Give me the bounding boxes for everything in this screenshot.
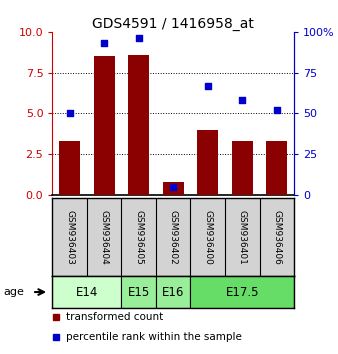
Point (101, 40, 107, 46)
Text: GSM936406: GSM936406 (272, 210, 281, 265)
Text: GSM936404: GSM936404 (100, 210, 109, 264)
Point (67, 110, 72, 116)
Text: GSM936400: GSM936400 (203, 210, 212, 265)
Point (171, 184, 176, 189)
Bar (52, 276, 121, 308)
Bar (94, 56, 115, 195)
Text: transformed count: transformed count (66, 312, 163, 322)
Bar (197, 130, 218, 195)
Text: GSM936405: GSM936405 (134, 210, 143, 265)
Title: GDS4591 / 1416958_at: GDS4591 / 1416958_at (92, 17, 254, 31)
Text: E15: E15 (127, 286, 150, 298)
Bar (156, 276, 191, 308)
Text: E17.5: E17.5 (225, 286, 259, 298)
Text: E14: E14 (76, 286, 98, 298)
Point (274, 107, 280, 113)
Text: E16: E16 (162, 286, 185, 298)
Bar (191, 276, 294, 308)
Bar (121, 276, 156, 308)
Text: age: age (3, 287, 24, 297)
Point (240, 97, 245, 103)
Text: GSM936402: GSM936402 (169, 210, 178, 264)
Bar (59, 141, 80, 195)
Text: percentile rank within the sample: percentile rank within the sample (66, 332, 242, 342)
Text: GSM936401: GSM936401 (238, 210, 247, 265)
Bar (266, 141, 287, 195)
Bar (128, 55, 149, 195)
Bar (232, 141, 252, 195)
Point (136, 35, 141, 41)
Bar (163, 182, 184, 195)
Point (205, 83, 211, 88)
Text: GSM936403: GSM936403 (65, 210, 74, 265)
